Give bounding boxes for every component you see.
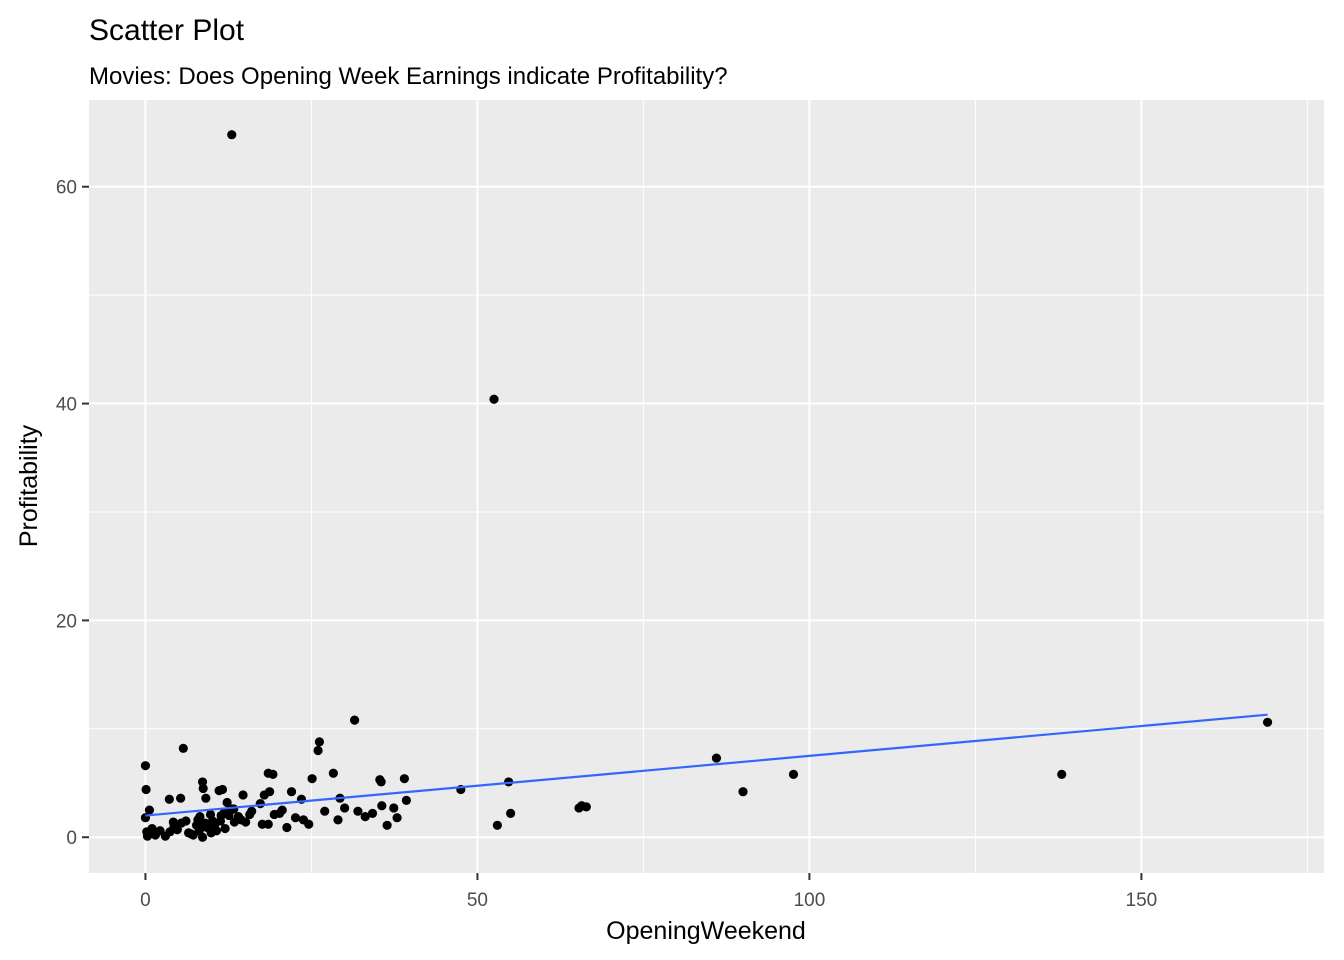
data-point <box>140 761 151 771</box>
data-point <box>286 787 297 797</box>
data-point <box>196 822 206 833</box>
data-point <box>241 817 251 827</box>
data-point <box>211 826 222 836</box>
chart-subtitle: Movies: Does Opening Week Earnings indic… <box>89 63 728 90</box>
data-point <box>274 808 285 818</box>
data-point <box>492 820 502 830</box>
data-point <box>178 743 188 753</box>
minor-gridlines <box>89 100 1324 873</box>
data-point <box>581 802 591 812</box>
data-point <box>220 823 230 834</box>
data-point <box>201 793 211 803</box>
plot-panel <box>89 100 1324 873</box>
data-point <box>328 768 338 778</box>
data-point <box>506 808 516 818</box>
data-point <box>307 774 317 784</box>
y-tick-label: 60 <box>56 178 77 199</box>
data-point <box>217 784 228 795</box>
data-point <box>1057 769 1067 779</box>
data-point <box>245 809 255 820</box>
data-point <box>320 806 330 816</box>
data-point <box>207 816 218 826</box>
data-point <box>198 783 208 794</box>
data-point <box>197 832 208 842</box>
data-point <box>489 394 499 404</box>
data-point <box>360 812 370 822</box>
data-point <box>377 801 387 811</box>
data-point <box>176 818 186 828</box>
data-point <box>255 799 265 809</box>
x-tick-label: 150 <box>1126 890 1158 911</box>
data-point <box>233 812 243 822</box>
data-point <box>399 774 409 784</box>
y-tick-label: 0 <box>66 828 77 849</box>
data-point <box>314 737 325 747</box>
data-point <box>227 130 237 140</box>
data-point <box>367 808 378 818</box>
data-point <box>711 753 722 763</box>
y-tick-label: 40 <box>56 395 77 416</box>
data-point <box>353 806 363 816</box>
data-points <box>140 130 1273 842</box>
major-gridlines <box>89 100 1324 873</box>
data-point <box>1262 717 1273 727</box>
x-axis-title: OpeningWeekend <box>606 917 806 945</box>
y-axis-title: Profitability <box>15 424 43 547</box>
data-point <box>193 815 203 825</box>
x-axis: 0 50 100 150 <box>140 873 1157 911</box>
chart-title: Scatter Plot <box>89 14 245 47</box>
data-point <box>238 790 248 800</box>
x-tick-label: 100 <box>794 890 826 911</box>
data-point <box>263 819 273 829</box>
data-point <box>376 777 386 787</box>
data-point <box>382 820 392 830</box>
data-point <box>290 813 301 823</box>
data-point <box>164 794 174 804</box>
data-point <box>282 822 292 833</box>
data-point <box>313 745 323 756</box>
y-axis: 0 20 40 60 <box>56 178 89 849</box>
trend-line <box>145 713 1268 817</box>
data-point <box>738 787 748 797</box>
data-point <box>144 805 155 815</box>
x-tick-label: 50 <box>467 890 488 911</box>
data-point <box>265 787 275 797</box>
data-point <box>141 784 151 795</box>
y-tick-label: 20 <box>56 611 77 632</box>
data-point <box>176 793 186 803</box>
data-point <box>401 795 411 805</box>
data-point <box>788 769 799 779</box>
x-tick-label: 0 <box>140 890 151 911</box>
trend-line-group <box>145 713 1268 817</box>
data-point <box>216 810 226 821</box>
data-point <box>186 829 196 839</box>
data-point <box>333 815 343 825</box>
data-point <box>268 769 278 779</box>
data-point <box>389 803 399 813</box>
data-point <box>340 803 350 813</box>
data-point <box>304 819 314 829</box>
data-point <box>392 813 402 823</box>
data-point <box>349 715 360 725</box>
